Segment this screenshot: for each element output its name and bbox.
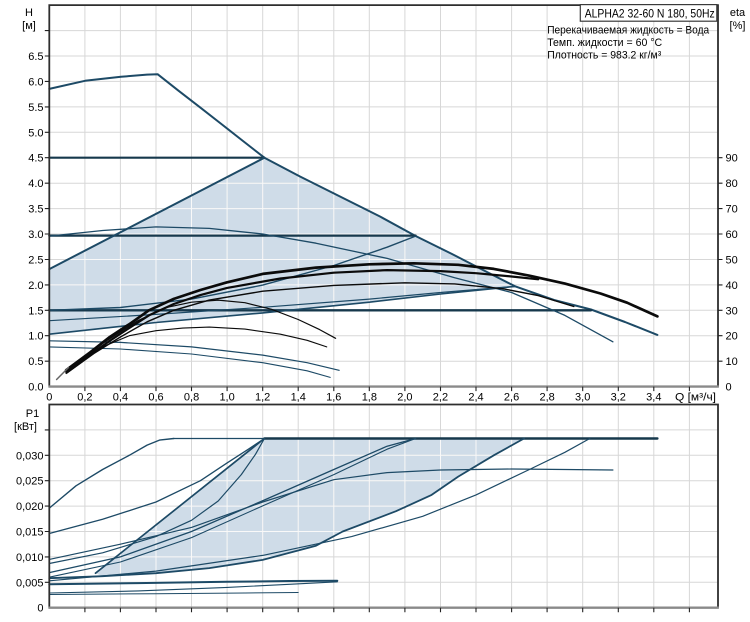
svg-text:H: H	[25, 7, 33, 19]
svg-text:0,8: 0,8	[184, 392, 199, 404]
svg-text:[кВт]: [кВт]	[14, 421, 37, 433]
svg-text:2.5: 2.5	[28, 254, 43, 266]
svg-text:5.5: 5.5	[28, 102, 43, 114]
svg-text:1.5: 1.5	[28, 305, 43, 317]
svg-text:1,8: 1,8	[362, 392, 377, 404]
svg-text:[%]: [%]	[730, 20, 746, 32]
svg-text:2,0: 2,0	[397, 392, 412, 404]
svg-text:0,030: 0,030	[16, 450, 44, 462]
svg-text:0,6: 0,6	[148, 392, 163, 404]
svg-text:0,015: 0,015	[16, 527, 44, 539]
svg-text:80: 80	[726, 178, 738, 190]
svg-text:4.0: 4.0	[28, 178, 43, 190]
svg-text:3,2: 3,2	[611, 392, 626, 404]
svg-text:0,2: 0,2	[77, 392, 92, 404]
svg-text:1.0: 1.0	[28, 331, 43, 343]
svg-text:20: 20	[726, 331, 738, 343]
svg-text:2,8: 2,8	[539, 392, 554, 404]
svg-text:90: 90	[726, 153, 738, 165]
svg-text:70: 70	[726, 204, 738, 216]
svg-text:1,4: 1,4	[291, 392, 306, 404]
svg-text:Темп. жидкости = 60 °C: Темп. жидкости = 60 °C	[547, 37, 662, 49]
svg-text:0,020: 0,020	[16, 501, 44, 513]
svg-text:3,0: 3,0	[575, 392, 590, 404]
svg-text:40: 40	[726, 280, 738, 292]
svg-text:Q [м³/ч]: Q [м³/ч]	[675, 392, 716, 404]
svg-text:4.5: 4.5	[28, 153, 43, 165]
svg-text:eta: eta	[730, 7, 746, 19]
svg-text:30: 30	[726, 305, 738, 317]
svg-text:0,025: 0,025	[16, 476, 44, 488]
svg-text:1,0: 1,0	[219, 392, 234, 404]
svg-text:2,4: 2,4	[468, 392, 483, 404]
svg-text:0,005: 0,005	[16, 577, 44, 589]
svg-text:0: 0	[46, 392, 52, 404]
svg-text:0: 0	[37, 603, 43, 615]
svg-text:2.0: 2.0	[28, 280, 43, 292]
svg-text:0,010: 0,010	[16, 552, 44, 564]
svg-text:[м]: [м]	[22, 20, 36, 32]
svg-text:P1: P1	[26, 408, 39, 420]
svg-text:50: 50	[726, 254, 738, 266]
svg-text:6.0: 6.0	[28, 76, 43, 88]
svg-text:Перекачиваемая жидкость = Вода: Перекачиваемая жидкость = Вода	[547, 25, 710, 37]
svg-text:0.5: 0.5	[28, 356, 43, 368]
svg-text:ALPHA2 32-60 N 180, 50Hz: ALPHA2 32-60 N 180, 50Hz	[585, 6, 715, 20]
svg-text:3.0: 3.0	[28, 229, 43, 241]
svg-text:3.5: 3.5	[28, 204, 43, 216]
svg-text:2,6: 2,6	[504, 392, 519, 404]
svg-text:6.5: 6.5	[28, 51, 43, 63]
svg-text:1,2: 1,2	[255, 392, 270, 404]
svg-text:0.0: 0.0	[28, 382, 43, 394]
svg-text:0: 0	[726, 382, 732, 394]
svg-text:2,2: 2,2	[433, 392, 448, 404]
svg-text:5.0: 5.0	[28, 127, 43, 139]
svg-text:60: 60	[726, 229, 738, 241]
svg-text:3,4: 3,4	[646, 392, 661, 404]
svg-text:1,6: 1,6	[326, 392, 341, 404]
svg-text:10: 10	[726, 356, 738, 368]
svg-text:Плотность = 983.2 кг/м³: Плотность = 983.2 кг/м³	[547, 50, 661, 62]
svg-text:0,4: 0,4	[113, 392, 128, 404]
